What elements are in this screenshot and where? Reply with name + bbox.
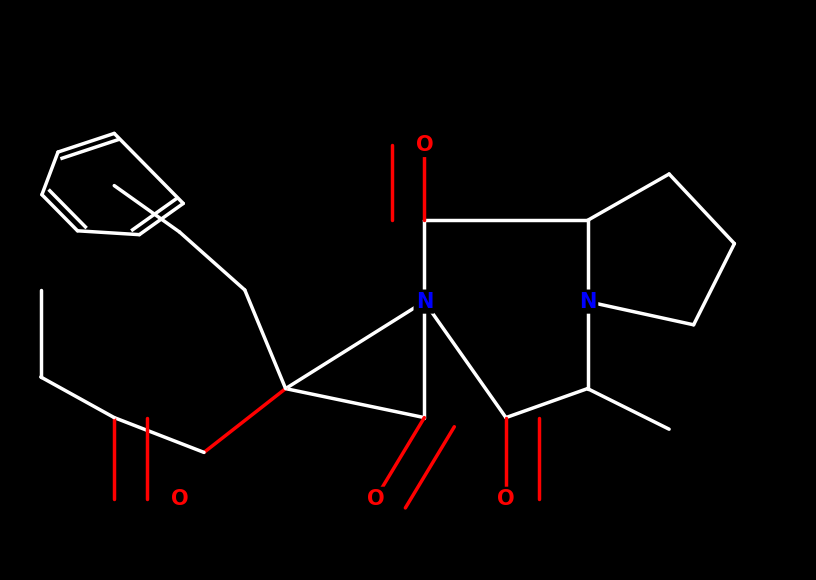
Text: O: O <box>171 489 188 509</box>
Text: O: O <box>366 489 384 509</box>
Text: N: N <box>415 292 433 311</box>
Text: O: O <box>497 489 515 509</box>
Text: O: O <box>415 135 433 155</box>
Text: N: N <box>579 292 596 311</box>
